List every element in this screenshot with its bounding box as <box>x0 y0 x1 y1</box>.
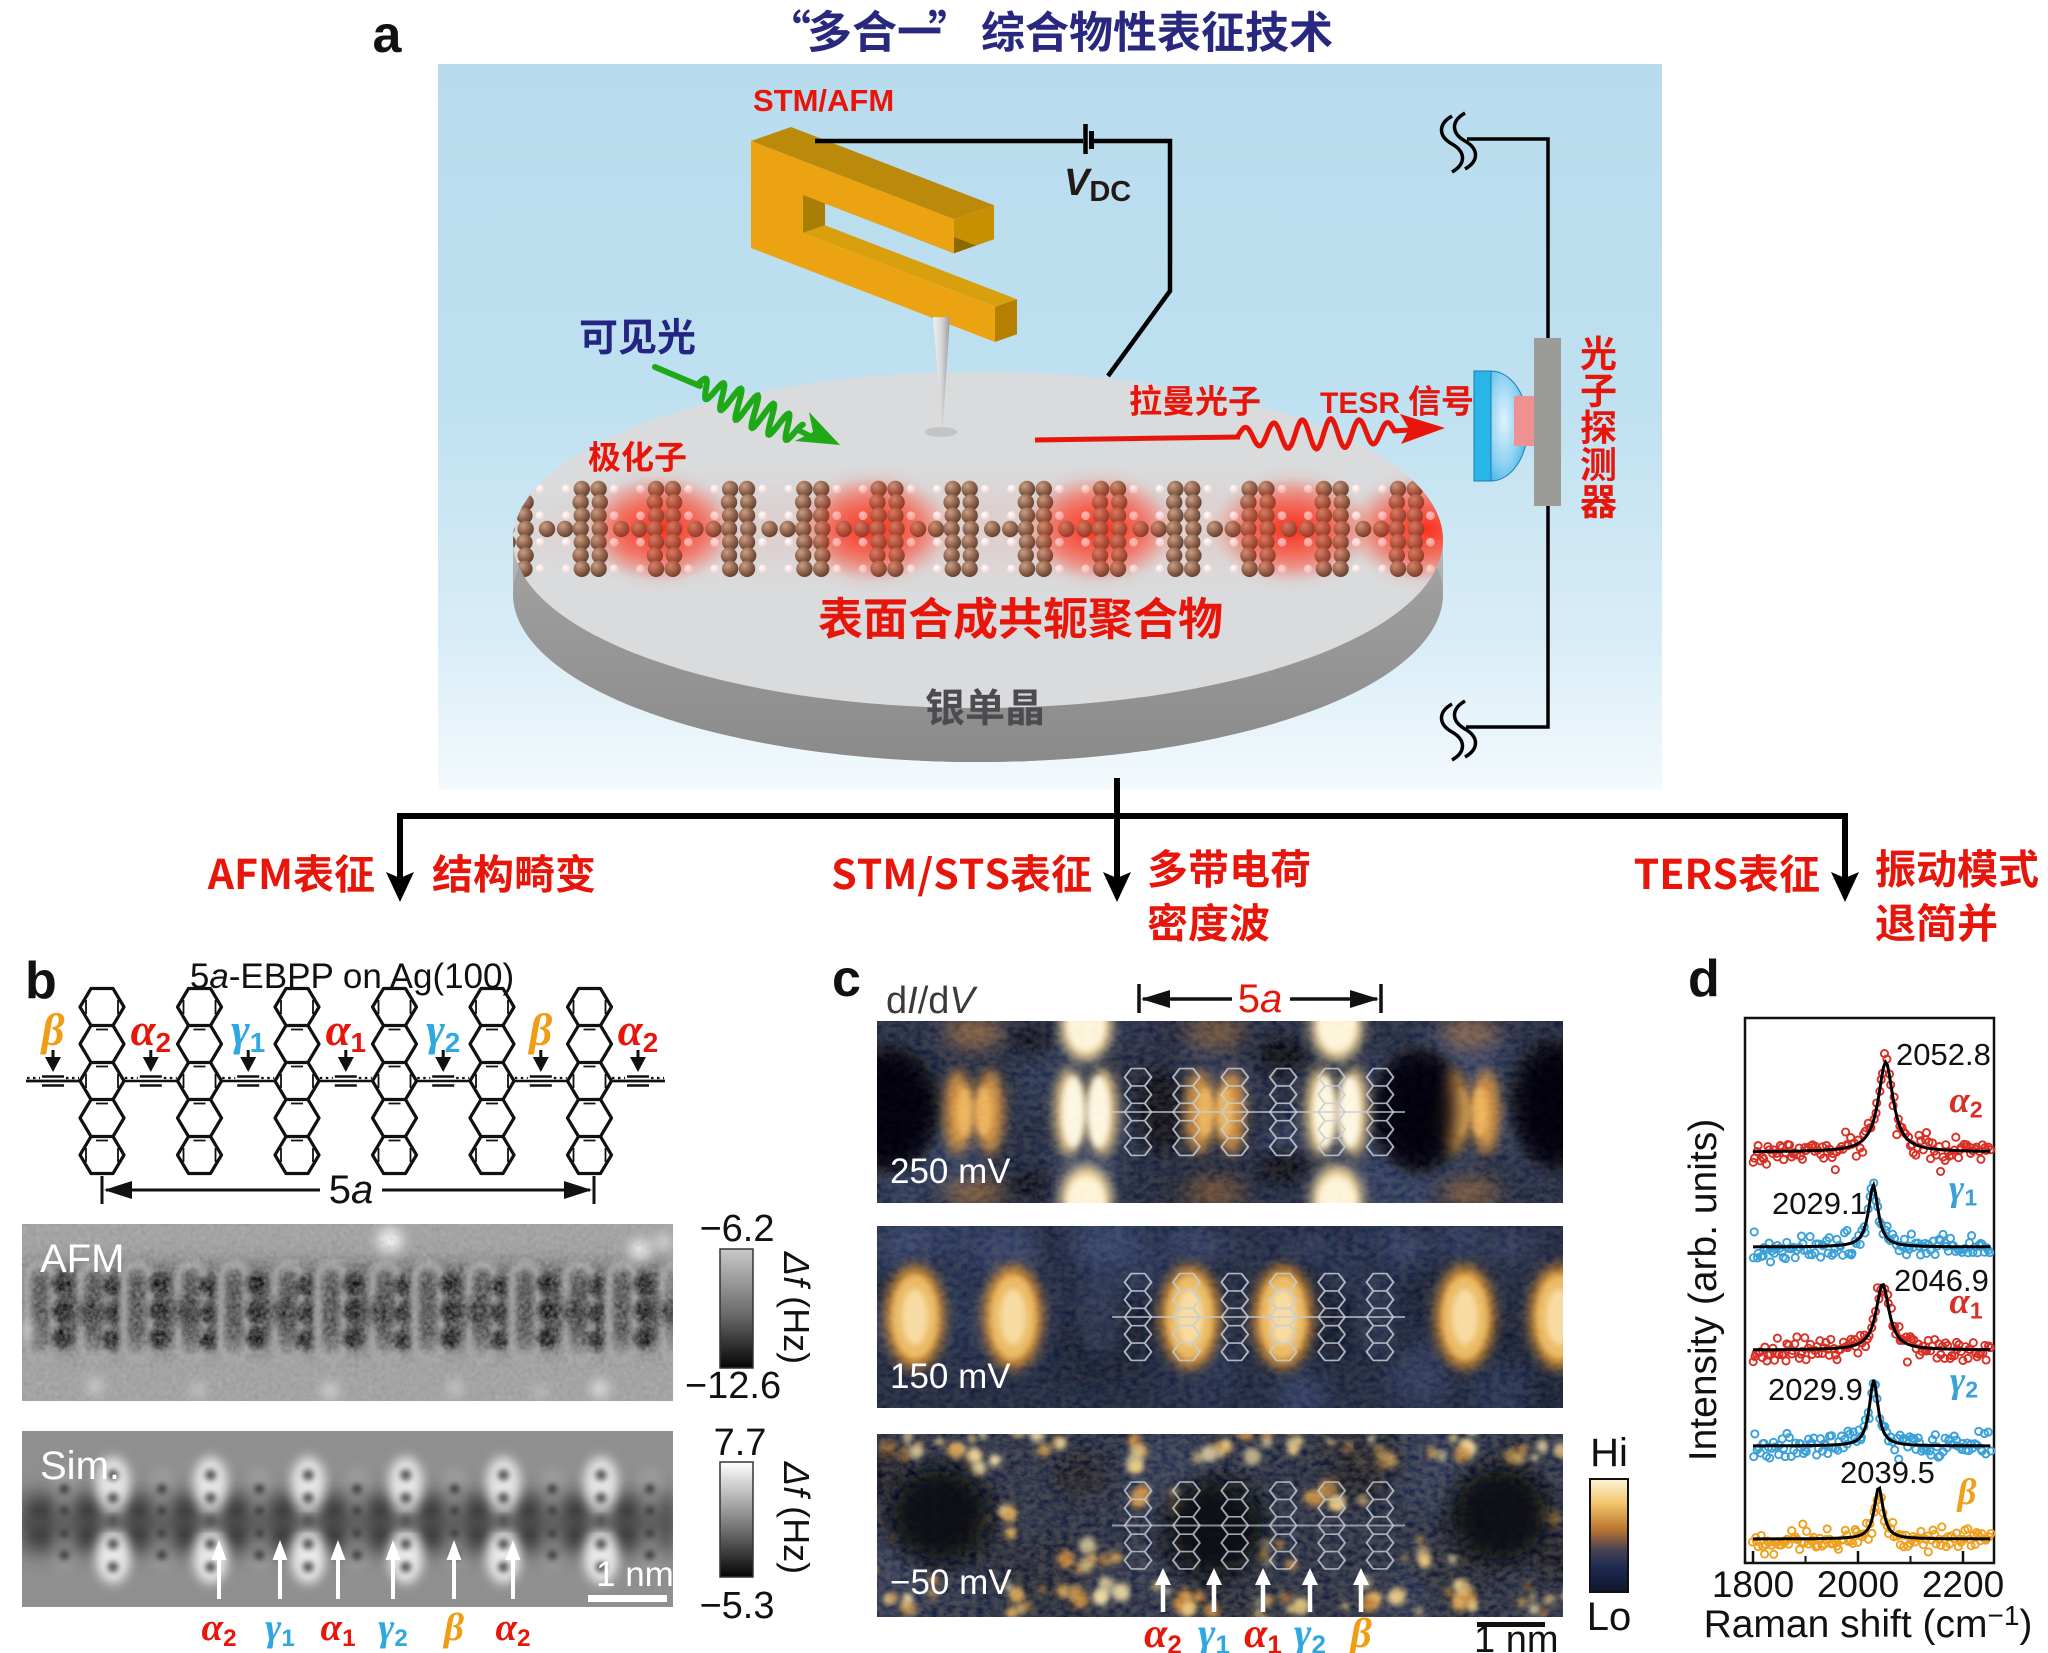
svg-text:5a: 5a <box>329 1168 374 1212</box>
svg-text:5a-EBPP on Ag(100): 5a-EBPP on Ag(100) <box>190 957 514 996</box>
svg-text:−12.6: −12.6 <box>685 1365 781 1407</box>
svg-text:γ2: γ2 <box>378 1606 408 1652</box>
svg-text:Hi: Hi <box>1590 1431 1628 1475</box>
svg-text:c: c <box>832 950 861 1008</box>
svg-text:2029.9: 2029.9 <box>1768 1372 1863 1407</box>
svg-text:2200: 2200 <box>1922 1564 2004 1605</box>
svg-text:VDC: VDC <box>1064 162 1131 208</box>
svg-text:β: β <box>442 1606 464 1649</box>
svg-text:Sim.: Sim. <box>40 1444 120 1488</box>
svg-text:1 nm: 1 nm <box>596 1555 674 1594</box>
svg-text:TESR: TESR <box>1320 387 1400 420</box>
svg-text:β: β <box>39 1005 64 1055</box>
svg-text:−6.2: −6.2 <box>699 1208 774 1250</box>
svg-text:dI/dV: dI/dV <box>886 980 978 1022</box>
svg-text:Intensity (arb. units): Intensity (arb. units) <box>1682 1119 1725 1461</box>
svg-text:AFM: AFM <box>40 1237 124 1281</box>
svg-text:2046.9: 2046.9 <box>1894 1263 1989 1298</box>
svg-text:d: d <box>1688 950 1720 1008</box>
svg-text:b: b <box>25 952 57 1010</box>
svg-text:−50 mV: −50 mV <box>890 1563 1012 1602</box>
svg-text:β: β <box>527 1005 552 1055</box>
svg-text:1 nm: 1 nm <box>1474 1619 1558 1653</box>
svg-text:5a: 5a <box>1238 977 1283 1021</box>
svg-text:150 mV: 150 mV <box>890 1357 1011 1396</box>
svg-text:2000: 2000 <box>1817 1564 1899 1605</box>
svg-text:7.7: 7.7 <box>714 1422 767 1464</box>
svg-text:2039.5: 2039.5 <box>1840 1455 1935 1490</box>
svg-text:−5.3: −5.3 <box>699 1585 774 1627</box>
svg-text:1800: 1800 <box>1712 1564 1794 1605</box>
svg-text:a: a <box>373 6 403 64</box>
svg-text:β: β <box>1956 1472 1977 1513</box>
svg-text:2029.1: 2029.1 <box>1772 1186 1867 1221</box>
svg-text:2052.8: 2052.8 <box>1896 1037 1991 1072</box>
svg-text:STM/AFM: STM/AFM <box>753 83 894 118</box>
svg-text:250 mV: 250 mV <box>890 1152 1011 1191</box>
svg-text:Δf (Hz): Δf (Hz) <box>776 1461 817 1574</box>
svg-text:Lo: Lo <box>1587 1595 1632 1639</box>
svg-text:Raman shift (cm−1): Raman shift (cm−1) <box>1704 1600 2033 1646</box>
svg-text:α2: α2 <box>618 1005 658 1058</box>
svg-text:β: β <box>1348 1611 1372 1653</box>
svg-text:Δf (Hz): Δf (Hz) <box>776 1251 817 1364</box>
